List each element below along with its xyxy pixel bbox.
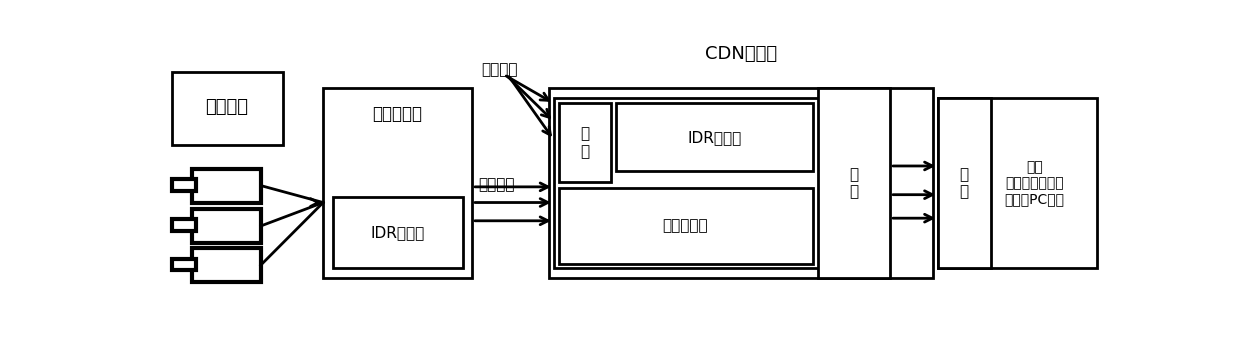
Text: 缓
存: 缓 存 <box>960 167 968 199</box>
Text: 流媒体打包: 流媒体打包 <box>662 219 708 234</box>
Text: 缓
存: 缓 存 <box>849 167 858 199</box>
Bar <box>191 168 260 202</box>
Bar <box>191 209 260 243</box>
Bar <box>172 179 196 191</box>
Bar <box>172 72 283 145</box>
Text: 存
储: 存 储 <box>580 126 589 159</box>
Bar <box>939 98 991 268</box>
Bar <box>549 88 934 278</box>
Text: IDR帧生成: IDR帧生成 <box>687 130 742 145</box>
Text: 编码服务器: 编码服务器 <box>372 105 422 123</box>
Text: 点播主入: 点播主入 <box>481 62 517 77</box>
Bar <box>818 88 890 278</box>
Bar <box>939 98 1096 268</box>
Bar <box>558 188 813 264</box>
Text: IDR帧生成: IDR帧生成 <box>370 225 424 240</box>
Bar <box>616 103 813 171</box>
Bar <box>172 219 196 231</box>
Bar <box>324 88 472 278</box>
Bar <box>554 98 857 268</box>
Bar <box>558 103 611 182</box>
Text: CDN服务器: CDN服务器 <box>706 45 777 63</box>
Text: 相机阵列: 相机阵列 <box>206 98 248 116</box>
Bar <box>191 248 260 282</box>
Text: 终端
（电视机顶盒、
手机、PC等）: 终端 （电视机顶盒、 手机、PC等） <box>1004 160 1064 206</box>
Bar <box>172 259 196 271</box>
Bar <box>332 197 463 268</box>
Text: 直播主入: 直播主入 <box>477 177 515 192</box>
